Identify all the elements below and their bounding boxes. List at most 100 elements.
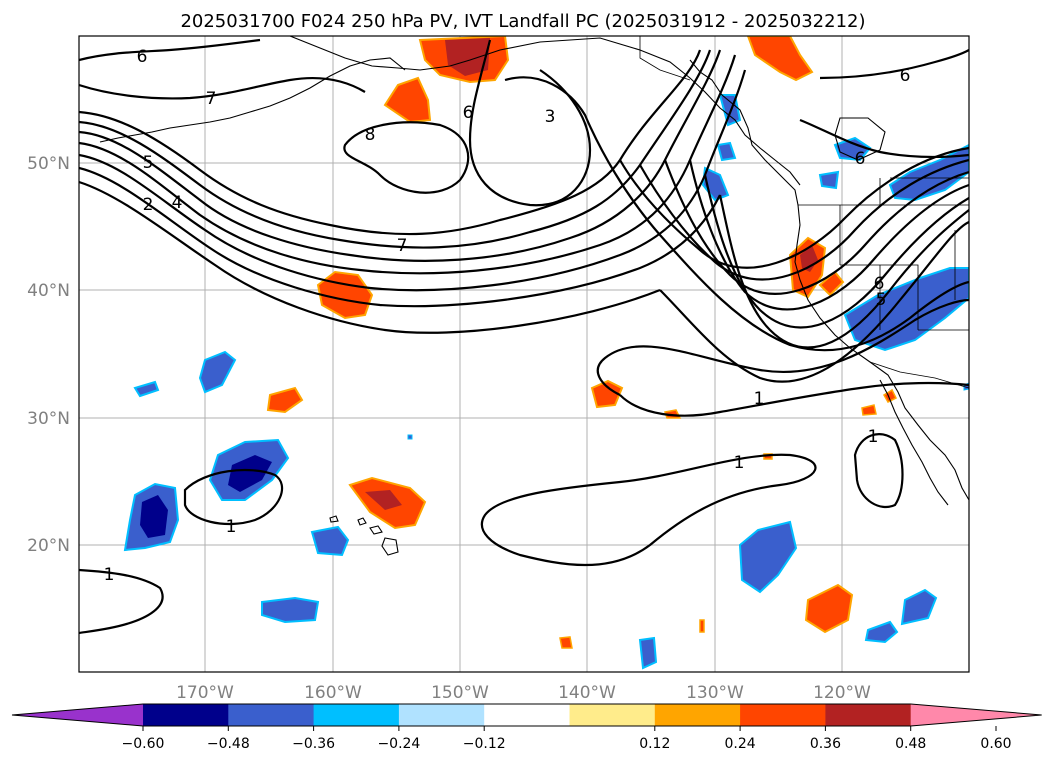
contour-label: 5 <box>143 153 154 173</box>
lon-tick-label: 140°W <box>558 683 616 703</box>
contour-1-main <box>596 298 969 396</box>
neg-patch-bc-3 <box>716 141 737 162</box>
neg-patch-bc-1 <box>833 136 872 162</box>
contour-6-top-left <box>79 38 261 62</box>
pos-patch-24n-156w-core <box>365 490 402 510</box>
colorbar-tick-label: 0.48 <box>895 736 926 752</box>
figure-title: 2025031700 F024 250 hPa PV, IVT Landfall… <box>180 11 865 32</box>
neg-patch-15n-163w <box>261 596 320 624</box>
colorbar-ticks: −0.60 −0.48 −0.36 −0.24 −0.12 0.12 0.24 0.36 0.4… <box>122 726 1012 752</box>
contour-arc-7 <box>79 180 661 334</box>
contour-ridge-1 <box>659 220 969 383</box>
contour-labels: 6 7 8 5 4 2 6 3 7 6 6 6 5 1 1 1 1 1 <box>104 47 911 585</box>
colorbar-extend-high <box>910 704 1042 726</box>
neg-patch-26n-165w-core <box>228 455 272 492</box>
contour-label: 6 <box>463 103 474 123</box>
colorbar-tick-label: −0.36 <box>292 736 335 752</box>
pos-patch-alaska-lower <box>383 76 432 124</box>
pos-patch-canada-north <box>746 36 814 82</box>
alaska-coast <box>289 36 801 186</box>
contour-7-top-left <box>79 77 366 100</box>
lat-tick-label: 40°N <box>27 281 70 301</box>
contour-label: 4 <box>172 193 183 213</box>
contour-ridge-4 <box>688 159 969 311</box>
contour-label: 5 <box>876 290 887 310</box>
lon-tick-label: 120°W <box>813 683 871 703</box>
alaska-canada-border <box>639 36 691 81</box>
pos-patch-small-2 <box>699 619 705 633</box>
pos-patch-32n-167w <box>266 386 304 414</box>
contour-arc-2 <box>79 49 712 249</box>
contour-label: 1 <box>868 427 879 447</box>
neg-patch-small-a <box>407 434 413 440</box>
neg-patch-montana <box>888 143 969 202</box>
contour-6-canada <box>799 118 969 159</box>
hudson-area-lake <box>834 117 886 161</box>
colorbar-segment <box>654 704 741 726</box>
colorbar-segments <box>12 704 1042 726</box>
neg-patch-14n-117w <box>864 620 899 644</box>
contour-label: 1 <box>754 389 765 409</box>
contour-label: 6 <box>137 47 148 67</box>
colorbar-tick-label: −0.60 <box>122 736 165 752</box>
contour-arc-5 <box>79 69 747 292</box>
contour-label: 7 <box>206 89 217 109</box>
lon-tick-labels: 170°W 160°W 150°W 140°W 130°W 120°W <box>176 683 871 703</box>
colorbar-segment <box>313 704 400 726</box>
contour-label: 7 <box>397 236 408 256</box>
contour-arc-6 <box>79 166 721 308</box>
lat-tick-label: 50°N <box>27 154 70 174</box>
pos-patch-40n-160w <box>316 270 374 320</box>
contour-label: 1 <box>104 565 115 585</box>
neg-patch-12n-141w <box>638 636 658 670</box>
contour-ridge-6 <box>639 158 969 281</box>
pos-patch-small-1 <box>559 636 573 649</box>
contour-ridge-7 <box>619 146 969 269</box>
colorbar-tick-label: 0.60 <box>980 736 1011 752</box>
baja-peninsula <box>879 379 949 506</box>
neg-patch-20n-127w <box>738 520 798 594</box>
pos-patch-small-5 <box>882 388 898 403</box>
lon-tick-label: 130°W <box>686 683 744 703</box>
colorbar-segment <box>484 704 570 726</box>
hawaii-islands <box>329 515 399 556</box>
colorbar-tick-label: −0.24 <box>377 736 420 752</box>
lon-tick-label: 160°W <box>304 683 362 703</box>
colorbar-tick-label: 0.12 <box>639 736 670 752</box>
neg-patch-20n-159w <box>310 525 350 557</box>
pv-contours <box>79 38 969 635</box>
colorbar-tick-label: −0.48 <box>207 736 250 752</box>
contour-label: 1 <box>734 453 745 473</box>
neg-patch-california <box>843 267 969 352</box>
contour-arc-1 <box>79 49 702 236</box>
lon-tick-label: 170°W <box>176 683 234 703</box>
neg-patch-32n-175w <box>133 380 160 398</box>
colorbar-extend-low <box>12 704 143 726</box>
contour-6-top-right <box>819 49 969 80</box>
colorbar-tick-label: −0.12 <box>463 736 506 752</box>
lon-tick-label: 150°W <box>431 683 489 703</box>
contour-1-west-closed <box>183 468 284 526</box>
contour-1-low <box>619 381 969 417</box>
contour-arc-3 <box>79 49 722 262</box>
pos-patch-15n-123w <box>804 583 854 634</box>
contour-label: 6 <box>874 274 885 294</box>
neg-patch-33n-167w <box>198 350 237 394</box>
contour-1-south <box>480 453 817 567</box>
contour-8-closed <box>343 121 470 194</box>
contour-ridge-3 <box>703 174 969 329</box>
colorbar-tick-label: 0.24 <box>725 736 756 752</box>
colorbar-segment <box>398 704 485 726</box>
neg-patch-16n-114w <box>900 588 938 626</box>
pos-patch-alaska-core <box>445 38 490 76</box>
pos-patch-small-4 <box>861 404 877 416</box>
aleutian-chain <box>99 57 406 143</box>
colorbar-segment <box>825 704 912 726</box>
state-borders <box>839 177 969 331</box>
colorbar: −0.60 −0.48 −0.36 −0.24 −0.12 0.12 0.24 0.36 0.4… <box>11 703 1042 752</box>
contour-3 <box>504 76 969 352</box>
contour-ridge-5 <box>663 159 969 295</box>
contour-6-closed-north <box>468 39 592 207</box>
contour-label: 1 <box>226 517 237 537</box>
